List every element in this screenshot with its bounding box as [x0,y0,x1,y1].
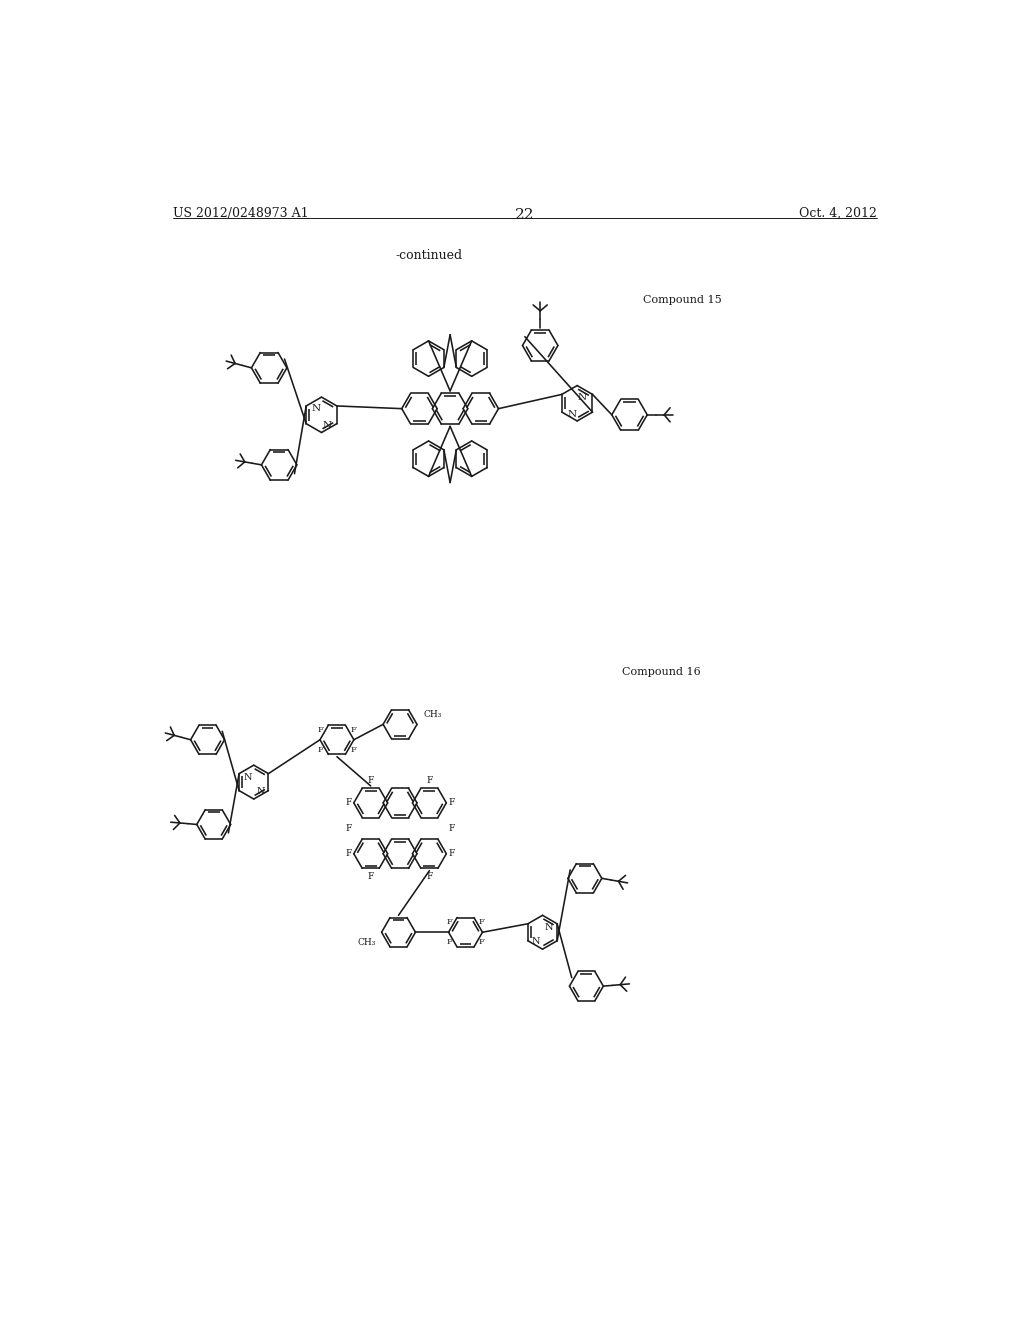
Text: F: F [368,871,374,880]
Text: Compound 16: Compound 16 [622,667,700,677]
Text: N: N [545,923,553,932]
Text: 22: 22 [515,209,535,223]
Text: F: F [350,746,356,754]
Text: N: N [567,409,577,418]
Text: Compound 15: Compound 15 [643,296,721,305]
Text: F: F [426,871,432,880]
Text: N: N [244,774,252,781]
Text: F: F [345,849,351,858]
Text: N: N [256,787,265,796]
Text: F: F [446,939,453,946]
Text: F: F [478,939,484,946]
Text: US 2012/0248973 A1: US 2012/0248973 A1 [173,207,308,220]
Text: F: F [449,824,455,833]
Text: F: F [446,919,453,927]
Text: F: F [368,776,374,785]
Text: F: F [478,919,484,927]
Text: CH₃: CH₃ [357,939,376,946]
Text: F: F [317,746,324,754]
Text: N: N [323,421,332,430]
Text: F: F [345,824,351,833]
Text: CH₃: CH₃ [423,710,441,718]
Text: N: N [311,404,321,413]
Text: F: F [449,849,455,858]
Text: F: F [345,799,351,808]
Text: Oct. 4, 2012: Oct. 4, 2012 [799,207,877,220]
Text: F: F [449,799,455,808]
Text: F: F [350,726,356,734]
Text: -continued: -continued [395,249,463,263]
Text: N: N [578,392,587,401]
Text: F: F [317,726,324,734]
Text: F: F [426,776,432,785]
Text: N: N [531,937,540,946]
